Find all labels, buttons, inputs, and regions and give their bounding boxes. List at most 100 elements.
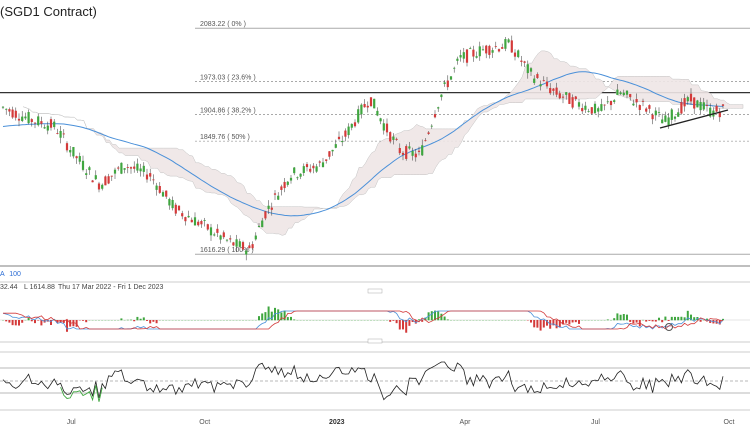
macd-bar [261,313,264,321]
candle-body [238,241,241,247]
candle-body [641,100,645,102]
candle-body [302,166,305,173]
macd-bar [722,318,724,321]
svg-text:A 100: A 100 [0,271,21,278]
support-trendline [659,109,729,129]
candle-body [517,50,520,58]
macd-bar [686,310,689,321]
macd-bar [446,319,449,321]
candle-body [270,207,273,210]
candle-body [616,89,619,95]
candle-body [229,238,232,240]
candle-body [213,234,216,236]
candle-body [254,235,257,240]
candle-body [513,52,517,57]
candle-body [347,126,350,136]
macd-bar [5,320,8,322]
candle-body [24,116,27,119]
macd-bar [565,320,568,323]
candle-body [56,133,59,134]
candle-body [62,133,65,135]
candle-body [203,220,206,222]
candle-body [85,173,88,175]
candle-body [289,177,293,181]
candle-body [315,166,318,172]
candle-body [549,87,552,94]
macd-bar [680,316,683,321]
macd-bar [677,316,680,321]
candle-body [101,184,104,189]
macd-bar [264,312,267,321]
candle-body [283,181,286,189]
candle-body [379,118,382,122]
candle-body [17,118,21,121]
candle-body [88,167,91,171]
candle-body [133,166,136,169]
candle-body [699,102,702,111]
candle-body [401,152,405,155]
candle-body [277,195,280,200]
candle-body [427,132,430,134]
macd-bar [622,314,625,321]
macd-bar [629,320,632,322]
candle-body [606,101,609,103]
panel-handle-icon[interactable] [367,288,383,294]
candle-body [174,204,177,214]
candle-body [635,99,638,103]
panel-handle-icon[interactable] [367,338,383,344]
candle-body [597,108,600,112]
candle-body [718,111,721,118]
candle-body [366,105,369,108]
candle-body [667,117,670,126]
candle-body [389,132,392,142]
macd-bar [709,320,712,323]
candle-body [446,80,449,88]
macd-bar [66,320,68,332]
candle-body [318,161,321,163]
candle-body [334,144,337,148]
macd-bar [402,320,404,330]
candle-body [37,116,40,126]
macd-bar [674,316,676,321]
candle-body [161,192,165,197]
candle-body [696,100,699,108]
candle-body [328,151,331,157]
x-tick-label: Apr [460,419,472,426]
macd-bar [558,320,561,328]
candle-body [414,153,417,158]
candle-body [353,122,357,127]
candle-body [219,235,222,240]
candle-body [686,97,689,102]
candle-body [539,84,542,87]
macd-bar [40,320,43,326]
fib-label: 1849.76 ( 50% ) [200,134,250,141]
macd-bar [536,320,539,328]
macd-bar [398,320,401,330]
candle-body [286,181,289,185]
candle-body [110,175,113,177]
candle-body [120,162,123,174]
macd-bar [405,320,408,333]
candle-body [248,245,251,249]
fib-label: 1616.29 ( 100% ) [200,247,254,254]
macd-bar [136,316,139,321]
candle-body [113,169,117,174]
candle-body [373,98,376,109]
candle-body [571,97,574,108]
macd-bar [283,310,286,321]
macd-bar [30,320,33,322]
candle-body [117,167,120,169]
candle-body [91,180,94,183]
chart-title: (SGD1 Contract) [0,4,97,19]
candle-body [337,136,341,140]
candle-body [526,64,529,74]
macd-bar [619,314,622,321]
macd-bar [690,314,692,321]
macd-bar [648,320,651,321]
candle-body [296,177,299,179]
candle-body [245,250,248,255]
candle-body [273,193,277,195]
candle-body [705,105,709,106]
candle-body [488,45,491,55]
candle-body [523,61,526,63]
